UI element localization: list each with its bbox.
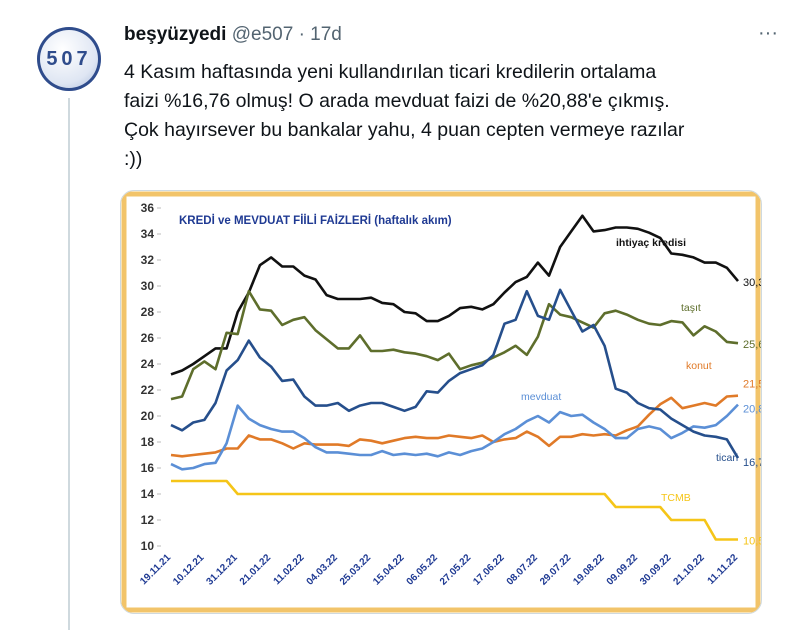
series-name: taşıt: [681, 302, 701, 314]
y-tick-label: 36: [141, 201, 155, 215]
text-line: 4 Kasım haftasında yeni kullandırılan ti…: [124, 61, 657, 83]
tweet-text: 4 Kasım haftasında yeni kullandırılan ti…: [124, 58, 684, 174]
y-tick-label: 18: [141, 435, 155, 449]
end-label: 21,56: [743, 379, 761, 391]
chart-frame: [121, 191, 761, 613]
series-name: mevduat: [521, 391, 561, 403]
chart: KREDİ ve MEVDUAT FİİLİ FAİZLERİ (haftalı…: [121, 191, 761, 613]
y-tick-label: 34: [141, 227, 155, 241]
handle[interactable]: @e507: [231, 24, 294, 45]
tweet-header: beşyüzyedi @e507 · 17d: [124, 24, 342, 46]
y-tick-label: 16: [141, 461, 155, 475]
y-tick-label: 30: [141, 279, 155, 293]
text-line: Çok hayırsever bu bankalar yahu, 4 puan …: [124, 119, 685, 141]
series-line: [170, 214, 739, 376]
series-name: TCMB: [661, 492, 691, 504]
y-tick-label: 14: [141, 487, 155, 501]
end-label: 25,60: [743, 339, 761, 351]
series-name: konut: [686, 360, 712, 372]
y-tick-label: 10: [141, 539, 155, 553]
series-line: [170, 289, 739, 401]
text-line: faizi %16,76 olmuş! O arada mevduat faiz…: [124, 90, 670, 112]
y-tick-label: 22: [141, 383, 155, 397]
chart-title: KREDİ ve MEVDUAT FİİLİ FAİZLERİ (haftalı…: [179, 214, 452, 227]
series-line: [170, 394, 739, 458]
more-menu[interactable]: ···: [758, 22, 778, 44]
avatar[interactable]: 507: [37, 27, 101, 91]
end-label: 10,50: [743, 536, 761, 548]
y-tick-label: 28: [141, 305, 155, 319]
text-line: :)): [124, 148, 143, 170]
y-tick-label: 26: [141, 331, 155, 345]
end-label: 30,38: [743, 277, 761, 289]
series-line: [171, 479, 738, 541]
tweet-image[interactable]: KREDİ ve MEVDUAT FİİLİ FAİZLERİ (haftalı…: [120, 190, 762, 614]
series-line: [170, 288, 740, 459]
series-name: ihtiyaç kredisi: [616, 237, 686, 249]
y-tick-label: 32: [141, 253, 155, 267]
thread-line: [68, 98, 70, 630]
y-tick-label: 12: [141, 513, 155, 527]
series-line: [170, 403, 739, 471]
y-tick-label: 24: [141, 357, 155, 371]
series-name: ticari: [716, 452, 738, 464]
end-label: 16,76: [743, 457, 761, 469]
end-label: 20,88: [743, 404, 761, 416]
y-tick-label: 20: [141, 409, 155, 423]
time[interactable]: · 17d: [298, 24, 342, 45]
author[interactable]: beşyüzyedi: [124, 24, 227, 45]
